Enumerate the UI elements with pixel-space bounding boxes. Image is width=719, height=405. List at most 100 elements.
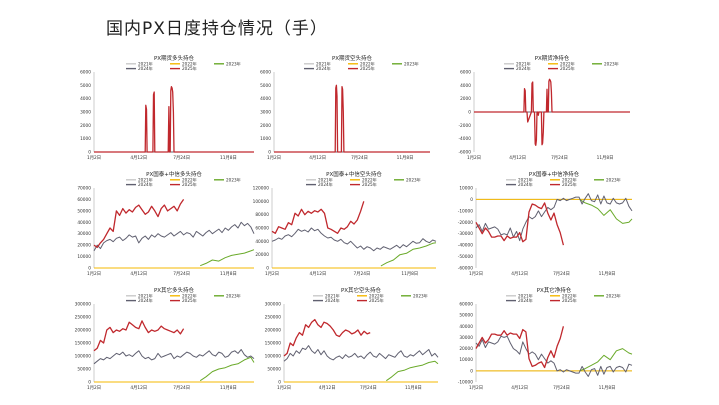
x-tick-label: 1月2日 xyxy=(87,155,101,161)
legend-label: 2021年 xyxy=(518,292,533,299)
series-line-2024 xyxy=(271,227,437,252)
legend-label: 2025年 xyxy=(182,181,197,188)
x-tick-label: 1月2日 xyxy=(469,385,483,391)
legend-label: 2023年 xyxy=(404,60,419,67)
series-line-2025 xyxy=(271,201,365,234)
y-tick-label: 40000 xyxy=(77,220,91,226)
y-tick-label: 50000 xyxy=(459,313,473,319)
legend-label: 2021年 xyxy=(318,176,333,183)
y-tick-label: 6000 xyxy=(260,70,271,76)
y-tick-label: 0 xyxy=(88,266,91,272)
x-tick-label: 11月8日 xyxy=(397,155,414,161)
x-tick-label: 11月8日 xyxy=(597,155,614,161)
chart-title: PX国泰+中信多头持仓 xyxy=(146,170,202,178)
x-tick-label: 1月2日 xyxy=(267,155,281,161)
x-tick-label: 4月12日 xyxy=(130,385,147,391)
y-tick-label: 10000 xyxy=(459,186,473,192)
y-tick-label: 200000 xyxy=(265,328,282,334)
legend-label: 2025年 xyxy=(362,181,377,188)
x-tick-label: 4月12日 xyxy=(130,155,147,161)
series-line-2023 xyxy=(199,356,255,382)
y-tick-label: 0 xyxy=(88,380,91,386)
legend-label: 2023年 xyxy=(226,292,241,299)
y-tick-label: 4000 xyxy=(460,83,471,89)
y-tick-label: 0 xyxy=(266,266,269,272)
chart-title: PX期货空头持仓 xyxy=(332,54,373,62)
x-tick-label: 7月24日 xyxy=(173,385,190,391)
legend-label: 2021年 xyxy=(138,292,153,299)
y-tick-label: 2000 xyxy=(80,123,91,129)
legend-label: 2024年 xyxy=(518,297,533,304)
x-tick-label: 11月8日 xyxy=(220,271,237,277)
series-line-2024 xyxy=(93,221,255,252)
y-tick-label: 50000 xyxy=(267,367,281,373)
series-line-2024 xyxy=(475,193,633,242)
y-tick-label: 0 xyxy=(88,150,91,156)
chart-title: PX期货多头持仓 xyxy=(154,54,195,62)
legend-label: 2023年 xyxy=(606,292,621,299)
legend-label: 2024年 xyxy=(516,65,531,72)
legend-label: 2025年 xyxy=(182,65,197,72)
y-tick-label: 0 xyxy=(268,150,271,156)
y-tick-label: 100000 xyxy=(265,354,282,360)
y-tick-label: -6000 xyxy=(459,150,472,156)
y-tick-label: -4000 xyxy=(459,136,472,142)
chart-title: PX其它空头持仓 xyxy=(341,286,382,294)
y-tick-label: 0 xyxy=(278,380,281,386)
y-tick-label: 300000 xyxy=(265,302,282,308)
x-tick-label: 11月8日 xyxy=(405,385,422,391)
legend-label: 2024年 xyxy=(518,181,533,188)
chart-9: PX其它净持仓 2021年 2022年 2023年 2024年 2025年 -10000 0 1… xyxy=(458,286,633,391)
y-tick-label: 0 xyxy=(468,110,471,116)
legend-label: 2022年 xyxy=(182,292,197,299)
series-line-2025 xyxy=(475,202,565,246)
x-tick-label: 11月8日 xyxy=(599,385,616,391)
y-tick-label: 6000 xyxy=(460,70,471,76)
legend-label: 2022年 xyxy=(369,292,384,299)
y-tick-label: 250000 xyxy=(75,315,92,321)
y-tick-label: 2000 xyxy=(260,123,271,129)
chart-title: PX期货净持仓 xyxy=(535,54,570,62)
legend-label: 2025年 xyxy=(182,297,197,304)
x-tick-label: 7月24日 xyxy=(360,385,377,391)
x-tick-label: 7月24日 xyxy=(173,155,190,161)
legend-label: 2024年 xyxy=(316,65,331,72)
x-tick-label: 1月2日 xyxy=(265,271,279,277)
y-tick-label: 1000 xyxy=(80,136,91,142)
y-tick-label: 250000 xyxy=(265,315,282,321)
y-tick-label: 0 xyxy=(470,197,473,203)
y-tick-label: 4000 xyxy=(80,96,91,102)
y-tick-label: 150000 xyxy=(265,341,282,347)
chart-title: PX其它多头持仓 xyxy=(154,286,195,294)
y-tick-label: 100000 xyxy=(75,354,92,360)
y-tick-label: 5000 xyxy=(260,83,271,89)
y-tick-label: 60000 xyxy=(255,226,269,232)
legend-label: 2023年 xyxy=(606,176,621,183)
legend-label: 2021年 xyxy=(138,176,153,183)
x-tick-label: 4月12日 xyxy=(130,271,147,277)
series-line-2025 xyxy=(274,84,430,153)
x-tick-label: 7月24日 xyxy=(173,271,190,277)
y-tick-label: 30000 xyxy=(77,231,91,237)
x-tick-label: 4月12日 xyxy=(309,155,326,161)
y-tick-label: -10000 xyxy=(458,208,473,214)
series-line-2024 xyxy=(93,349,255,365)
page-title: 国内PX日度持仓情况（手） xyxy=(106,19,328,39)
x-tick-label: 4月12日 xyxy=(310,271,327,277)
series-line-2025 xyxy=(283,318,371,357)
legend-label: 2025年 xyxy=(560,65,575,72)
y-tick-label: 120000 xyxy=(253,186,270,192)
series-line-2024 xyxy=(283,345,439,362)
legend-label: 2023年 xyxy=(604,60,619,67)
x-tick-label: 4月12日 xyxy=(511,271,528,277)
legend-label: 2022年 xyxy=(560,60,575,67)
legend-label: 2021年 xyxy=(138,60,153,67)
series-line-2023 xyxy=(579,198,633,224)
y-tick-label: 40000 xyxy=(255,239,269,245)
chart-title: PX国泰+中信空头持仓 xyxy=(326,170,382,178)
y-tick-label: -10000 xyxy=(458,380,473,386)
